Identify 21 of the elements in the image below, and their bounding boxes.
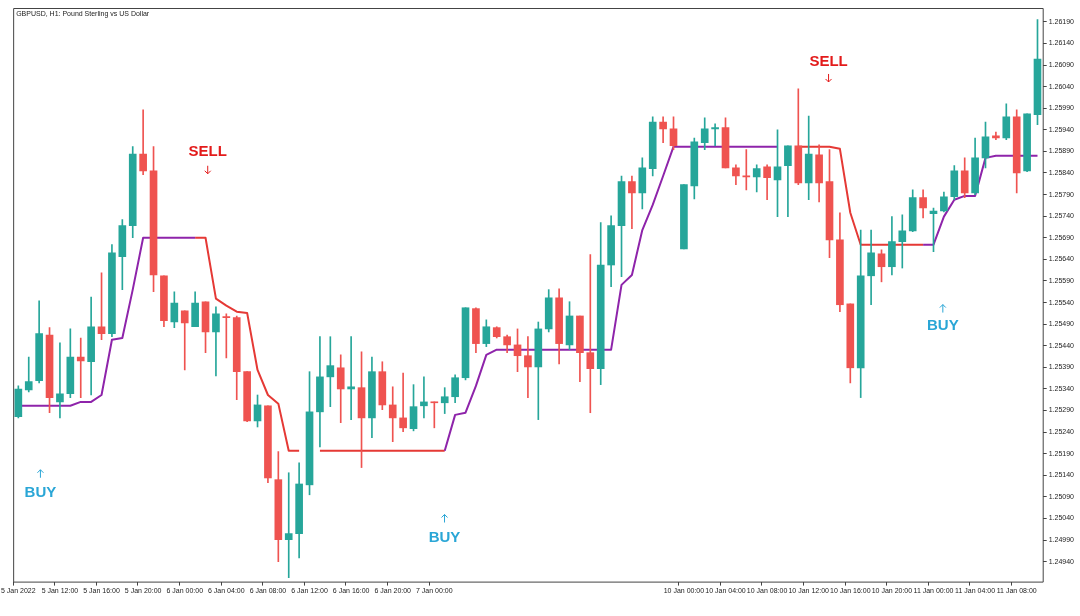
- candlestick: [326, 336, 335, 407]
- candlestick: [430, 401, 439, 429]
- candlestick: [56, 342, 64, 419]
- candlestick: [898, 214, 907, 269]
- candlestick: [628, 175, 636, 230]
- candlestick: [711, 123, 719, 147]
- candlestick: [180, 310, 189, 371]
- annotation: SELL: [809, 52, 848, 70]
- annotation: BUY: [24, 482, 57, 500]
- candlestick: [399, 372, 407, 433]
- candlestick: [440, 387, 449, 414]
- candlestick: [76, 337, 85, 398]
- candlestick: [420, 376, 428, 419]
- annotation: BUY: [428, 527, 461, 545]
- annotation: BUY: [926, 315, 959, 333]
- candlestick: [586, 254, 595, 414]
- candlestick: [524, 336, 532, 398]
- annotation: SELL: [188, 142, 227, 160]
- candlestick: [347, 336, 355, 420]
- candlestick: [284, 472, 293, 579]
- candlestick: [388, 386, 397, 442]
